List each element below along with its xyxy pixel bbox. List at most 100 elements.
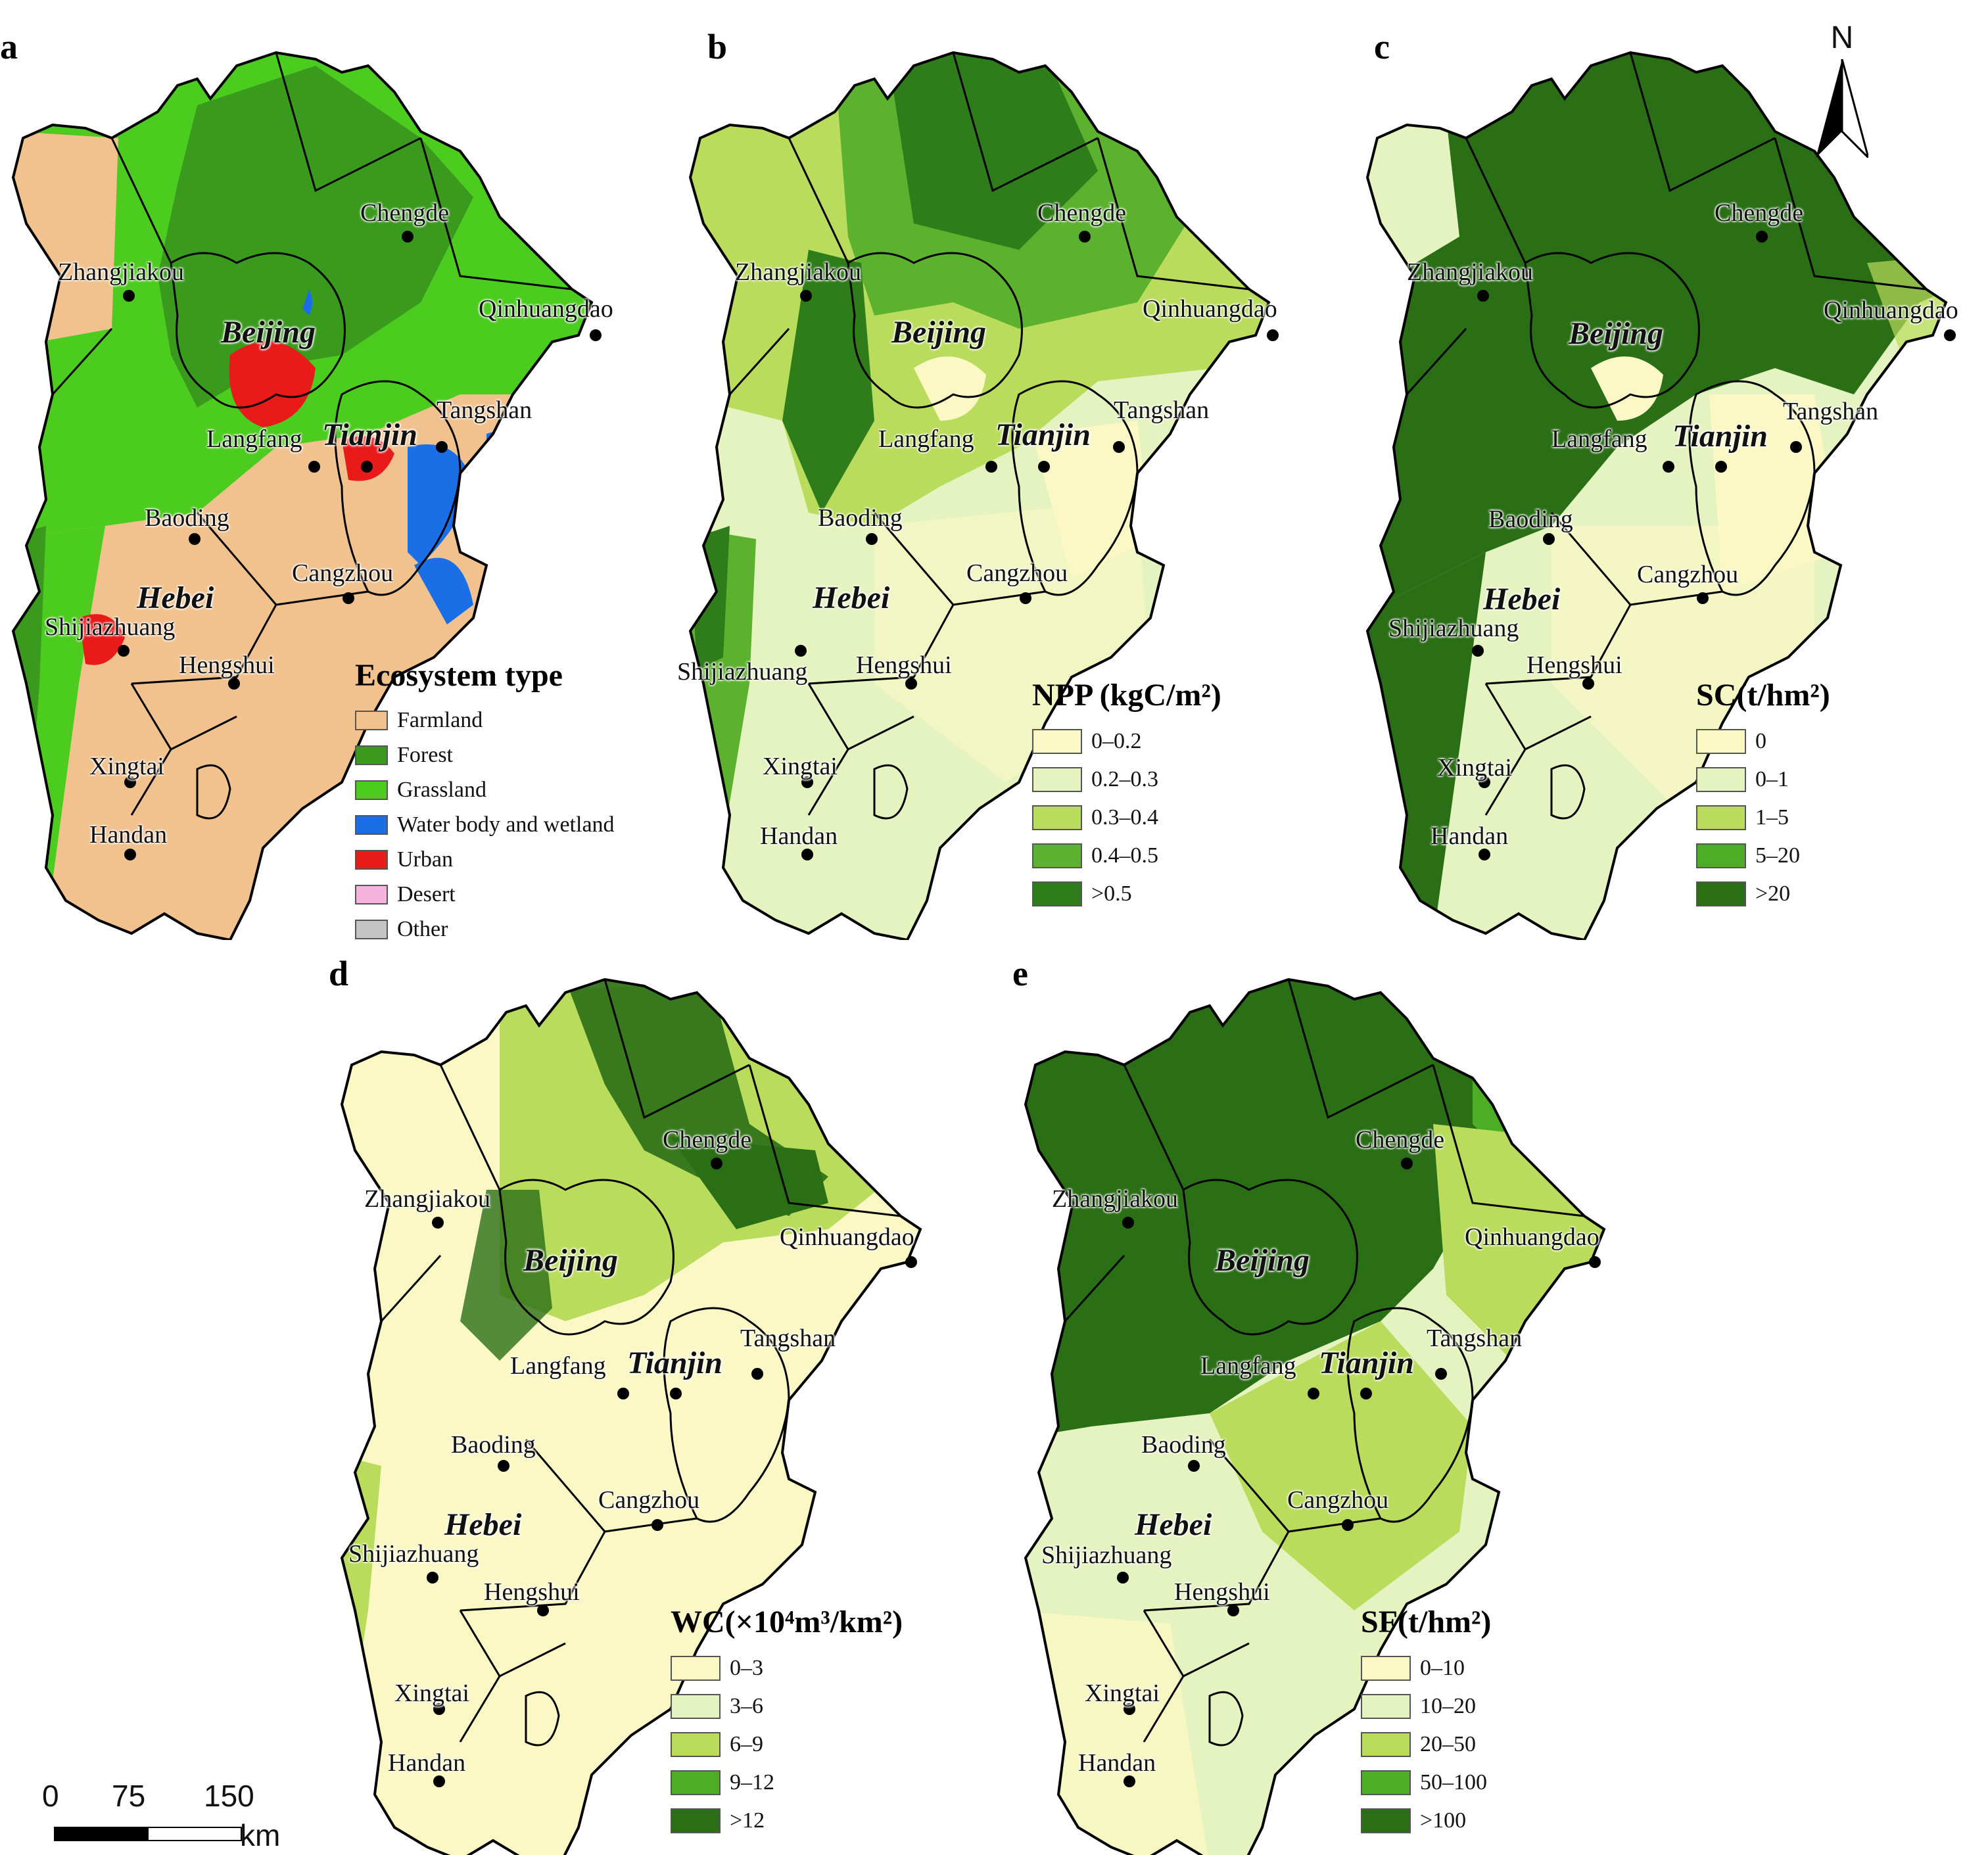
province-label-tianjin: Tianjin bbox=[995, 417, 1091, 452]
sand-fixation-map bbox=[1024, 978, 1605, 1855]
province-label-tianjin: Tianjin bbox=[322, 417, 417, 452]
panel-b-npp-map: b Chengde Zhangjiakou Qinhuangdao Beijin… bbox=[677, 26, 1335, 940]
city-label-xingtai: Xingtai bbox=[394, 1679, 469, 1707]
legend-item-label: Desert bbox=[397, 881, 456, 906]
legend-item-label: 0–3 bbox=[730, 1656, 763, 1680]
province-label-beijing: Beijing bbox=[221, 315, 316, 350]
city-label-cangzhou: Cangzhou bbox=[966, 559, 1068, 587]
city-label-handan: Handan bbox=[89, 821, 168, 849]
panel-label-e: e bbox=[1012, 954, 1028, 993]
legend-item-label: 0.2–0.3 bbox=[1091, 767, 1158, 791]
legend-swatch bbox=[1032, 805, 1082, 830]
city-label-langfang: Langfang bbox=[1551, 425, 1647, 453]
panel-label-b: b bbox=[707, 27, 728, 66]
legend-item-label: Urban bbox=[397, 847, 453, 872]
legend-item: 9–12 bbox=[671, 1764, 903, 1802]
province-label-beijing: Beijing bbox=[891, 315, 987, 350]
legend-item-label: Grassland bbox=[397, 777, 486, 802]
legend-item: 50–100 bbox=[1361, 1764, 1491, 1802]
city-label-chengde: Chengde bbox=[663, 1126, 752, 1154]
legend-swatch bbox=[355, 780, 388, 800]
legend-item: Grassland bbox=[355, 772, 615, 807]
city-label-chengde: Chengde bbox=[1037, 199, 1127, 227]
city-label-handan: Handan bbox=[388, 1749, 466, 1777]
legend-item-label: 1–5 bbox=[1755, 805, 1789, 830]
panel-a-ecosystem-map: a Chengde Zhangjiakou Qinhuangdao Beijin… bbox=[0, 26, 657, 941]
legend-swatch bbox=[1361, 1770, 1411, 1795]
legend-swatch bbox=[671, 1694, 721, 1719]
legend-item-label: 0–1 bbox=[1755, 767, 1789, 791]
scale-unit: km bbox=[240, 1818, 281, 1852]
city-label-tangshan: Tangshan bbox=[1783, 398, 1879, 425]
legend-item-label: Farmland bbox=[397, 707, 483, 732]
legend-item: >100 bbox=[1361, 1802, 1491, 1840]
legend-item: Urban bbox=[355, 842, 615, 877]
city-label-xingtai: Xingtai bbox=[89, 753, 164, 780]
legend-item-label: Water body and wetland bbox=[397, 812, 615, 837]
legend-item: Other bbox=[355, 912, 615, 947]
legend-wc: WC(×10⁴m³/km²) 0–3 3–6 6–9 9–12 >12 bbox=[671, 1604, 903, 1840]
city-label-chengde: Chengde bbox=[1356, 1126, 1445, 1154]
legend-item-label: 0–0.2 bbox=[1091, 729, 1142, 753]
city-label-xingtai: Xingtai bbox=[763, 753, 838, 780]
city-label-handan: Handan bbox=[760, 822, 838, 850]
legend-item: 3–6 bbox=[671, 1687, 903, 1726]
legend-swatch bbox=[1696, 881, 1746, 906]
city-label-xingtai: Xingtai bbox=[1437, 754, 1512, 782]
province-label-beijing: Beijing bbox=[1569, 316, 1664, 351]
legend-swatch bbox=[355, 814, 388, 835]
city-label-cangzhou: Cangzhou bbox=[1637, 561, 1739, 588]
legend-item: 0 bbox=[1696, 722, 1830, 761]
legend-swatch bbox=[671, 1656, 721, 1681]
legend-swatch bbox=[671, 1732, 721, 1757]
city-label-qinhuangdao: Qinhuangdao bbox=[1465, 1223, 1599, 1251]
city-label-qinhuangdao: Qinhuangdao bbox=[780, 1223, 914, 1251]
city-label-handan: Handan bbox=[1431, 822, 1509, 850]
legend-sf: SF(t/hm²) 0–10 10–20 20–50 50–100 >100 bbox=[1361, 1604, 1491, 1840]
legend-item-label: Other bbox=[397, 916, 448, 941]
city-label-shijiazhuang: Shijiazhuang bbox=[677, 658, 808, 686]
city-label-zhangjiakou: Zhangjiakou bbox=[364, 1185, 491, 1213]
legend-title: SC(t/hm²) bbox=[1696, 678, 1830, 713]
city-label-langfang: Langfang bbox=[510, 1352, 606, 1380]
city-label-zhangjiakou: Zhangjiakou bbox=[58, 258, 185, 286]
legend-item: 20–50 bbox=[1361, 1726, 1491, 1764]
legend-item-label: >0.5 bbox=[1091, 881, 1132, 906]
legend-swatch bbox=[1361, 1808, 1411, 1833]
city-label-baoding: Baoding bbox=[1488, 505, 1573, 533]
city-label-shijiazhuang: Shijiazhuang bbox=[1041, 1541, 1172, 1569]
city-label-hengshui: Hengshui bbox=[484, 1578, 580, 1606]
legend-swatch bbox=[1696, 805, 1746, 830]
city-label-baoding: Baoding bbox=[145, 504, 229, 532]
city-label-hengshui: Hengshui bbox=[856, 651, 952, 679]
legend-item-label: >12 bbox=[730, 1808, 765, 1833]
legend-item-label: 6–9 bbox=[730, 1732, 763, 1756]
legend-title: SF(t/hm²) bbox=[1361, 1605, 1492, 1639]
legend-item-label: 5–20 bbox=[1755, 843, 1800, 868]
province-label-hebei: Hebei bbox=[813, 580, 890, 615]
scale-bar: 0 75 150 km bbox=[39, 1778, 316, 1852]
legend-swatch bbox=[671, 1808, 721, 1833]
legend-item-label: Forest bbox=[397, 742, 453, 767]
city-label-xingtai: Xingtai bbox=[1085, 1679, 1160, 1707]
legend-item-label: >100 bbox=[1420, 1808, 1467, 1833]
legend-swatch bbox=[1696, 767, 1746, 792]
city-label-qinhuangdao: Qinhuangdao bbox=[1143, 295, 1277, 323]
panel-e-sf-map: e Chengde Zhangjiakou Qinhuangdao Beijin… bbox=[1012, 953, 1670, 1855]
province-label-tianjin: Tianjin bbox=[1672, 419, 1768, 454]
city-label-shijiazhuang: Shijiazhuang bbox=[45, 613, 176, 641]
city-label-hengshui: Hengshui bbox=[179, 651, 275, 679]
city-label-shijiazhuang: Shijiazhuang bbox=[348, 1540, 479, 1568]
legend-item: Desert bbox=[355, 877, 615, 912]
city-label-qinhuangdao: Qinhuangdao bbox=[1824, 296, 1958, 324]
legend-item: 0.2–0.3 bbox=[1032, 761, 1221, 799]
legend-item: 0–3 bbox=[671, 1649, 903, 1687]
province-label-hebei: Hebei bbox=[1135, 1507, 1212, 1542]
province-label-beijing: Beijing bbox=[1215, 1243, 1310, 1278]
city-label-chengde: Chengde bbox=[360, 199, 450, 227]
soil-conservation-map bbox=[1366, 51, 1956, 940]
legend-item: Water body and wetland bbox=[355, 807, 615, 842]
legend-swatch bbox=[1696, 729, 1746, 754]
legend-item-label: 0.4–0.5 bbox=[1091, 843, 1158, 868]
legend-swatch bbox=[1361, 1694, 1411, 1719]
